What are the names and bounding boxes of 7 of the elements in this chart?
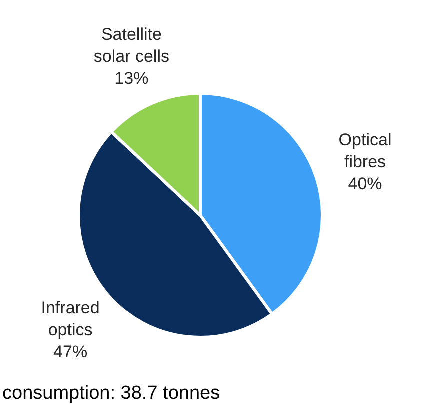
- data-label: 13%: [114, 69, 149, 88]
- slice-label: Satellite solar cells: [94, 25, 170, 66]
- text: consumption: 38.7 tonnes: [2, 383, 220, 404]
- data-label: 40%: [348, 174, 382, 194]
- data-label: 47%: [54, 342, 88, 362]
- slice-label: Infrared optics: [41, 298, 100, 340]
- slice-label: Optical fibres: [338, 130, 392, 172]
